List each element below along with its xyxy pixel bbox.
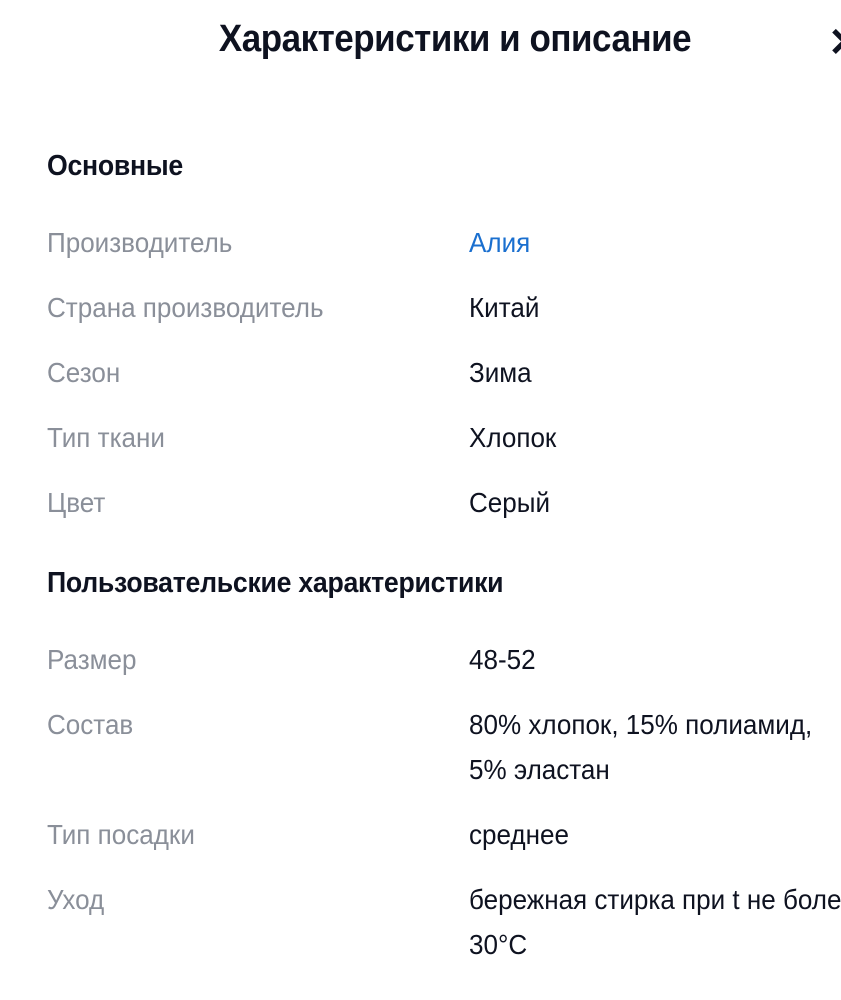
page-title: Характеристики и описание bbox=[218, 18, 692, 60]
manufacturer-link[interactable]: Алия bbox=[469, 227, 531, 258]
spec-label: Уход bbox=[47, 884, 105, 915]
spec-label: Размер bbox=[47, 644, 137, 675]
spec-value: бережная стирка при t не более 30°C bbox=[469, 884, 841, 960]
sheet-corner bbox=[0, 0, 26, 40]
spec-label: Страна производитель bbox=[47, 292, 324, 323]
spec-value: Хлопок bbox=[469, 422, 557, 453]
section-title-main: Основные bbox=[47, 150, 183, 182]
spec-value: Зима bbox=[469, 357, 532, 388]
spec-label: Тип посадки bbox=[47, 819, 195, 850]
spec-label: Цвет bbox=[47, 487, 106, 518]
spec-label: Сезон bbox=[47, 357, 121, 388]
spec-value: среднее bbox=[469, 819, 569, 850]
spec-value: 48-52 bbox=[469, 644, 536, 675]
spec-label: Состав bbox=[47, 709, 134, 740]
section-title-user: Пользовательские характеристики bbox=[47, 567, 504, 599]
spec-value: 80% хлопок, 15% полиамид, 5% эластан bbox=[469, 709, 813, 785]
spec-value: Серый bbox=[469, 487, 551, 518]
spec-label: Производитель bbox=[47, 227, 233, 258]
spec-value: Китай bbox=[469, 292, 540, 323]
spec-label: Тип ткани bbox=[47, 422, 165, 453]
close-icon[interactable]: ✕ bbox=[828, 20, 841, 66]
